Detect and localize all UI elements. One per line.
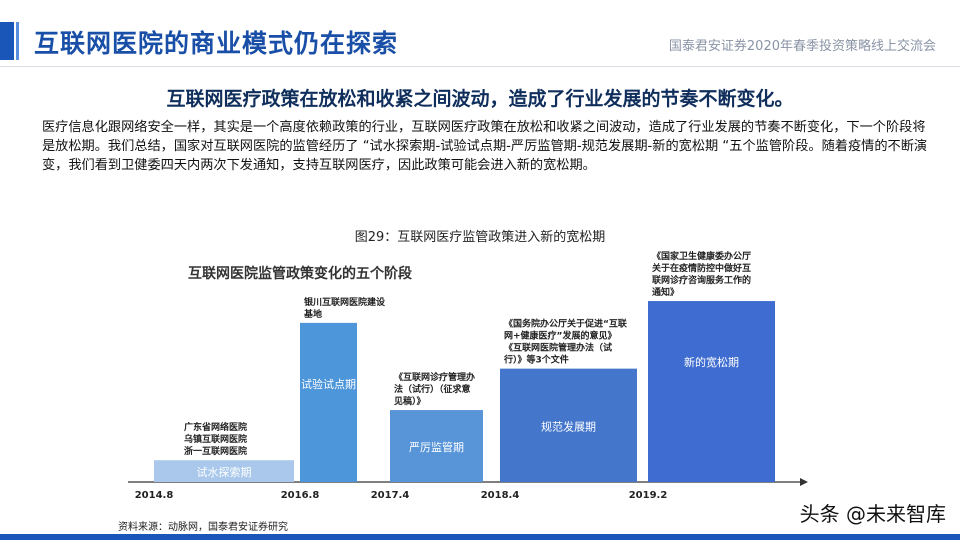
stage-annotation-1-line-1: 广东省网络医院 (184, 421, 247, 433)
stage-label-3: 严厉监管期 (409, 440, 464, 454)
stage-annotation-2-line-1: 银川互联网医院建设 (304, 296, 386, 308)
stage-annotation-5-line-3: 联网诊疗咨询服务工作的 (652, 274, 751, 286)
body-paragraph: 医疗信息化跟网络安全一样，其实是一个高度依赖政策的行业，互联网医疗政策在放松和收… (42, 120, 928, 173)
x-tick-label-4: 2018.4 (481, 490, 520, 501)
section-subheading: 互联网医疗政策在放松和收紧之间波动，造成了行业发展的节奏不断变化。 (166, 88, 794, 110)
source-note: 资料来源：动脉网，国泰君安证券研究 (118, 522, 288, 533)
chart-title: 互联网医院监管政策变化的五个阶段 (188, 265, 412, 282)
stage-label-5: 新的宽松期 (684, 355, 739, 369)
bottom-accent-band (0, 534, 960, 540)
stage-annotation-5-line-2: 关于在疫情防控中做好互 (652, 262, 751, 274)
stage-annotation-1-line-2: 乌镇互联网医院 (184, 433, 247, 445)
x-tick-label-5: 2019.2 (629, 490, 668, 501)
stage-label-4: 规范发展期 (541, 419, 596, 433)
stage-label-1: 试水探索期 (197, 465, 252, 479)
stage-annotation-1-line-3: 浙一互联网医院 (184, 445, 247, 457)
x-tick-label-3: 2017.4 (371, 490, 410, 501)
title-accent-bar (0, 22, 14, 60)
stage-annotation-3-line-3: 见稿）》 (394, 395, 426, 407)
title-accent-stripe (16, 22, 19, 60)
stage-chart: 互联网医院监管政策变化的五个阶段 试水探索期 广东省网络医院乌镇互联网医院浙一互联… (128, 250, 808, 501)
stage-annotation-4-line-4: 行）》等3个文件 (503, 354, 569, 366)
page-title: 互联网医院的商业模式仍在探索 (34, 29, 399, 58)
stage-annotation-2-line-2: 基地 (303, 308, 322, 320)
stage-annotation-5-line-4: 通知》 (652, 286, 679, 298)
stage-bar-2 (300, 322, 357, 482)
stage-annotation-4-line-3: 《互联网医院管理办法（试 (504, 342, 612, 354)
stage-bar-4 (500, 368, 637, 482)
stage-annotation-4-line-1: 《国务院办公厅关于促进“互联 (504, 318, 628, 330)
stage-annotation-5-line-1: 《国家卫生健康委办公厅 (652, 250, 751, 262)
x-axis-arrow (800, 478, 808, 486)
stage-bar-1 (154, 460, 294, 482)
watermark: 头条 @未来智库 (799, 502, 946, 526)
stage-annotation-4-line-2: 网+健康医疗”发展的意见》 (504, 330, 616, 342)
stage-bar-3 (390, 410, 483, 482)
stage-annotation-3-line-1: 《互联网诊疗管理办 (394, 371, 475, 383)
header-divider (0, 66, 960, 67)
figure-caption: 图29：互联网医疗监管政策进入新的宽松期 (354, 230, 606, 245)
chart-container: 互联网医院监管政策变化的五个阶段 试水探索期 广东省网络医院 乌镇互联网医院 浙一互联… (120, 246, 810, 512)
stage-label-2: 试验试点期 (301, 377, 356, 391)
stage-bar-5 (648, 301, 775, 482)
x-tick-label-1: 2014.8 (135, 490, 174, 501)
x-tick-label-2: 2016.8 (281, 490, 320, 501)
stage-annotation-3-line-2: 法（试行）（征求意 (394, 383, 471, 395)
header-event-label: 国泰君安证券2020年春季投资策略线上交流会 (668, 39, 936, 54)
